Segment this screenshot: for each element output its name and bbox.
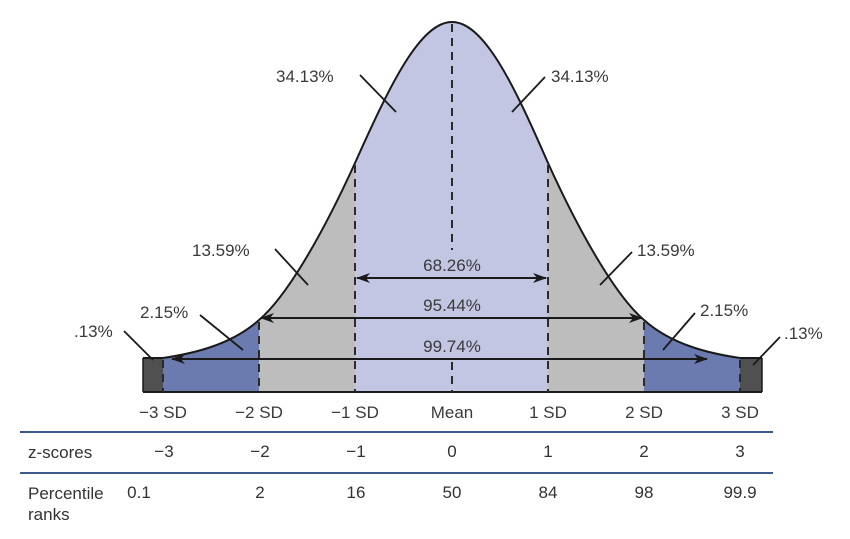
tick-minus3sd: −3 SD (139, 403, 187, 422)
axis-ticks: −3 SD −2 SD −1 SD Mean 1 SD 2 SD 3 SD (139, 403, 759, 422)
leader-lines (123, 74, 781, 366)
z-score-cell: −2 (250, 442, 270, 461)
table-rule-top (20, 431, 773, 433)
tick-plus2sd: 2 SD (625, 403, 663, 422)
percentile-cell: 50 (442, 483, 462, 502)
label-right-mid: 13.59% (637, 241, 695, 260)
tick-minus1sd: −1 SD (331, 403, 379, 422)
z-score-cell: 3 (735, 442, 745, 461)
percentile-cell: 2 (255, 483, 265, 502)
region-extreme-right (740, 358, 762, 392)
label-left-mid: 13.59% (192, 241, 250, 260)
tick-plus3sd: 3 SD (721, 403, 759, 422)
z-score-cell: 2 (639, 442, 649, 461)
table-rule-middle (20, 472, 773, 474)
z-score-cell: −1 (346, 442, 366, 461)
label-right-tail: 2.15% (700, 301, 748, 320)
percentile-cell: 99.9 (723, 483, 757, 502)
label-left-tail: 2.15% (140, 303, 188, 322)
percentile-header-line1: Percentile (28, 484, 104, 503)
percentile-cell: 16 (346, 483, 366, 502)
label-left-center: 34.13% (276, 67, 334, 86)
percentile-cell: 98 (634, 483, 654, 502)
percentile-header-line2: ranks (28, 505, 70, 524)
percentile-cell: 0.1 (127, 483, 151, 502)
z-score-cell: 1 (543, 442, 553, 461)
percentile-cell: 84 (538, 483, 558, 502)
label-right-center: 34.13% (551, 67, 609, 86)
span-label-3sd: 99.74% (423, 337, 481, 356)
span-label-1sd: 68.26% (423, 256, 481, 275)
z-score-cell: −3 (154, 442, 174, 461)
label-extreme-left: .13% (74, 322, 113, 341)
region-right-mid (548, 163, 644, 392)
tick-plus1sd: 1 SD (529, 403, 567, 422)
z-score-cell: 0 (447, 442, 457, 461)
label-extreme-right: .13% (784, 324, 823, 343)
region-extreme-left (143, 358, 163, 392)
region-left-mid (259, 163, 355, 392)
z-scores-header: z-scores (28, 443, 93, 462)
tick-mean: Mean (431, 403, 474, 422)
span-label-2sd: 95.44% (423, 296, 481, 315)
tick-minus2sd: −2 SD (235, 403, 283, 422)
percentile-ranks-header: Percentile ranks (28, 483, 104, 525)
